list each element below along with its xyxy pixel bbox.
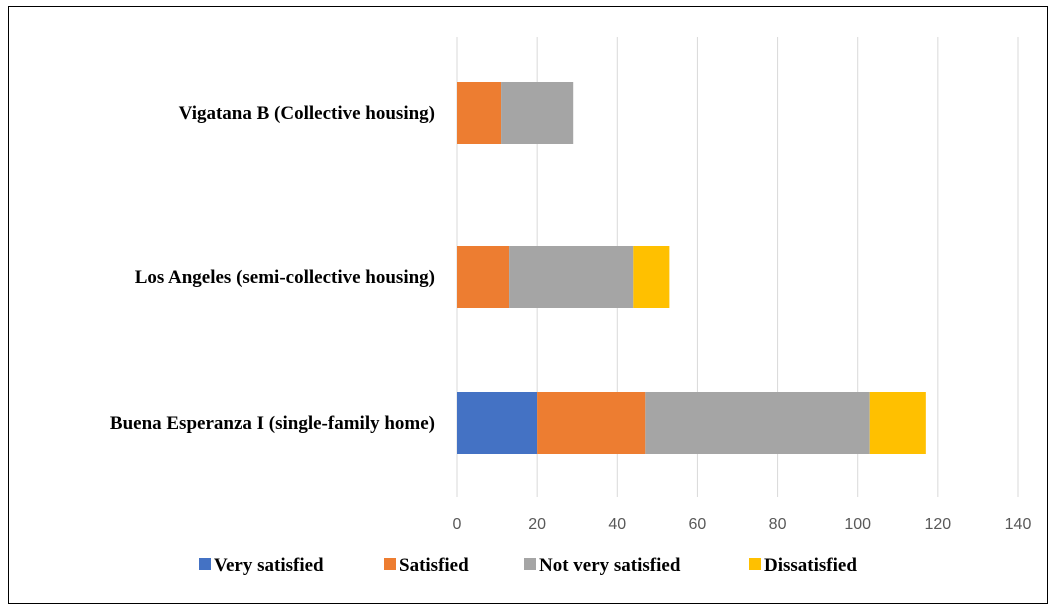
legend-item: Dissatisfied: [749, 555, 857, 576]
x-tick-label: 20: [528, 516, 546, 533]
x-tick-label: 60: [689, 516, 707, 533]
legend-swatch: [524, 558, 536, 570]
legend-item: Not very satisfied: [524, 555, 681, 576]
category-labels: Buena Esperanza I (single-family home) Lo…: [110, 103, 435, 434]
category-label: Vigatana B (Collective housing): [179, 103, 435, 124]
legend: Very satisfied Satisfied Not very satisfie…: [199, 555, 857, 576]
legend-label: Not very satisfied: [539, 555, 681, 576]
bar-segment: [509, 246, 634, 308]
chart-frame: Buena Esperanza I (single-family home) Lo…: [8, 6, 1048, 604]
bars: [457, 82, 926, 454]
bar-segment: [633, 246, 670, 308]
bar-segment: [457, 246, 510, 308]
legend-label: Satisfied: [399, 555, 469, 576]
x-tick-label: 0: [453, 516, 462, 533]
x-tick-label: 140: [1005, 516, 1032, 533]
category-label: Los Angeles (semi-collective housing): [135, 267, 435, 288]
legend-item: Very satisfied: [199, 555, 324, 576]
bar-segment: [457, 82, 502, 144]
x-tick-label: 80: [769, 516, 787, 533]
category-label: Buena Esperanza I (single-family home): [110, 413, 435, 434]
bar-segment: [537, 392, 646, 454]
bar-segment: [457, 392, 538, 454]
legend-label: Dissatisfied: [764, 555, 857, 576]
legend-label: Very satisfied: [214, 555, 324, 576]
x-tick-label: 100: [844, 516, 871, 533]
legend-swatch: [384, 558, 396, 570]
x-tick-label: 120: [925, 516, 952, 533]
x-tick-label: 40: [608, 516, 626, 533]
bar-segment: [869, 392, 926, 454]
legend-swatch: [199, 558, 211, 570]
bar-segment: [645, 392, 870, 454]
legend-item: Satisfied: [384, 555, 469, 576]
legend-swatch: [749, 558, 761, 570]
stacked-bar-chart: Buena Esperanza I (single-family home) Lo…: [110, 37, 1032, 576]
x-tick-labels: 0 20 40 60 80 100 120 140: [453, 516, 1032, 533]
bar-segment: [501, 82, 574, 144]
